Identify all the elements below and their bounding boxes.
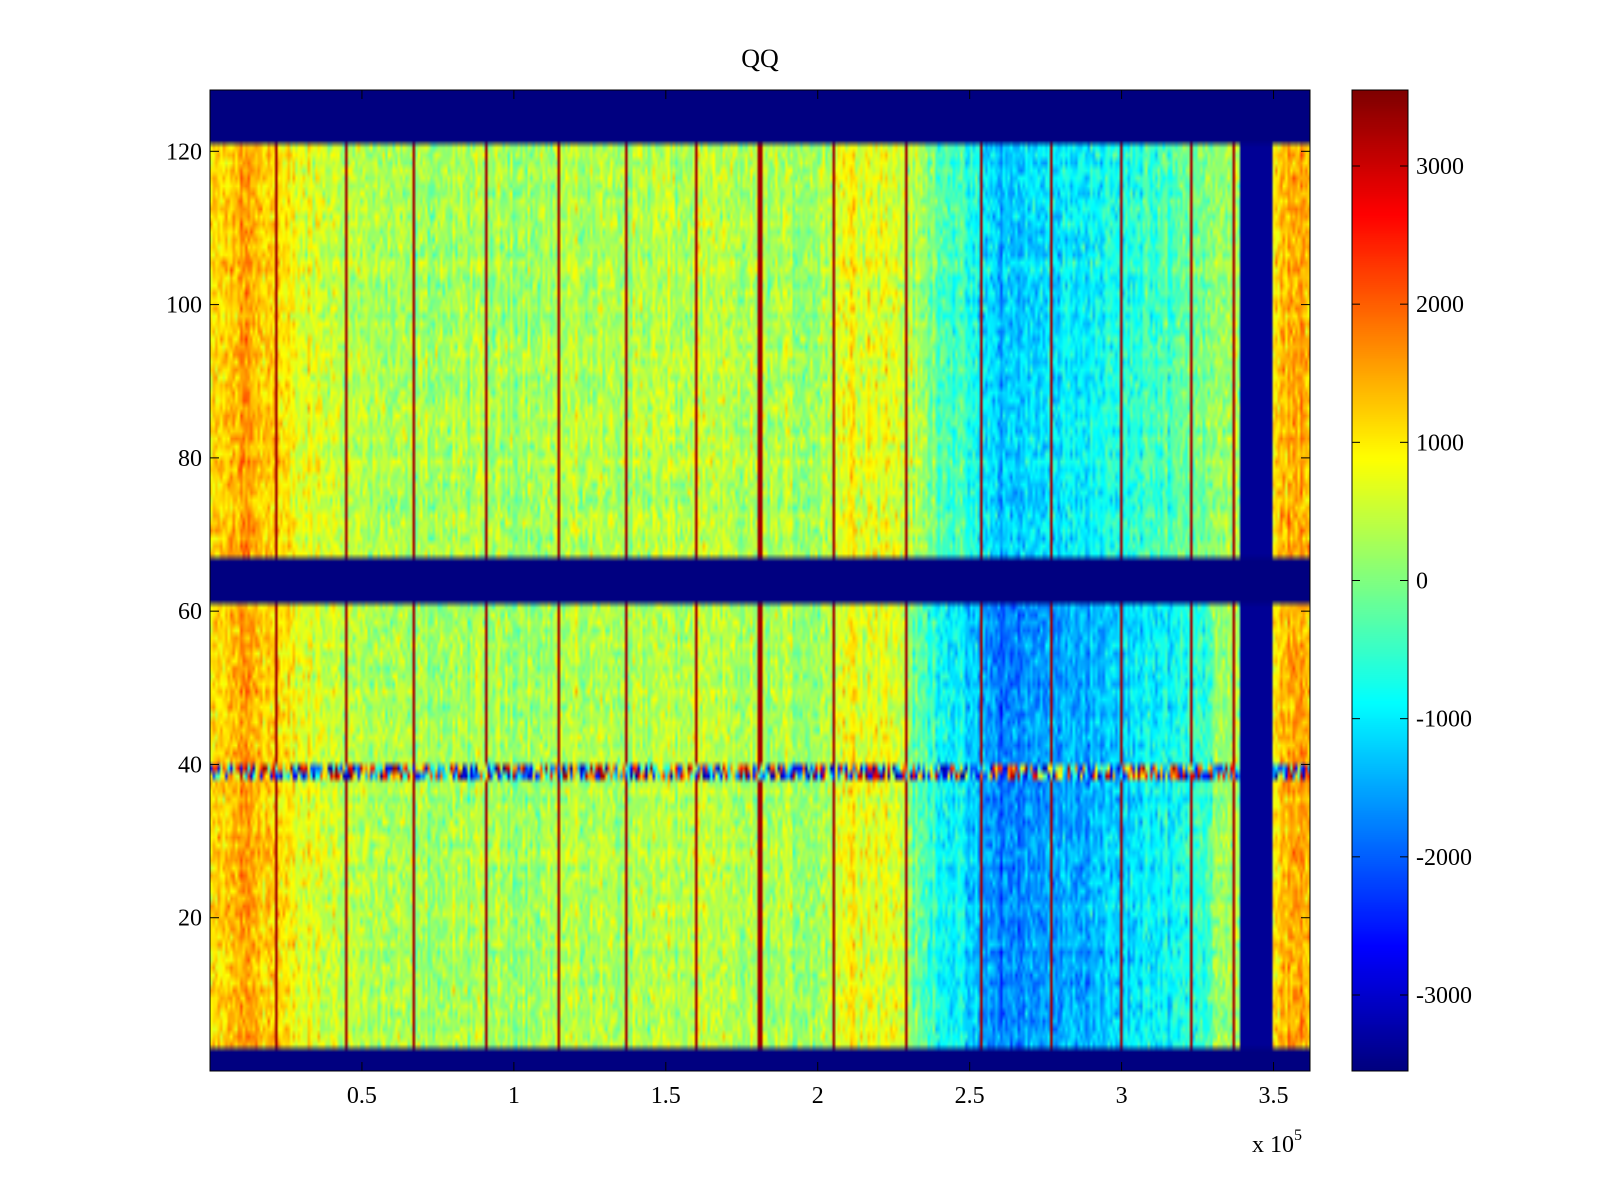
x-tick-label: 2 bbox=[812, 1083, 824, 1109]
x-tick-label: 2.5 bbox=[955, 1083, 985, 1109]
y-tick-label: 120 bbox=[166, 139, 202, 165]
heatmap-image bbox=[210, 90, 1310, 1071]
chart-title: QQ bbox=[741, 44, 779, 73]
colorbar-tick-label: -2000 bbox=[1416, 845, 1472, 871]
colorbar-tick-label: 1000 bbox=[1416, 430, 1464, 456]
x-axis: 0.5 1 1.5 2 2.5 3 3.5 bbox=[347, 90, 1289, 1109]
x-axis-exponent-base: x 10 bbox=[1252, 1132, 1294, 1158]
x-axis-exponent-label: x 105 bbox=[1252, 1127, 1302, 1158]
y-tick-label: 40 bbox=[178, 752, 202, 778]
y-tick-label: 60 bbox=[178, 599, 202, 625]
colorbar-tick-label: -1000 bbox=[1416, 707, 1472, 733]
x-axis-exponent-power: 5 bbox=[1294, 1127, 1302, 1144]
y-axis: 20 40 60 80 100 120 bbox=[166, 139, 1310, 932]
colorbar-tick-label: 3000 bbox=[1416, 154, 1464, 180]
x-tick-label: 3.5 bbox=[1259, 1083, 1289, 1109]
x-tick-label: 1.5 bbox=[651, 1083, 681, 1109]
colorbar-tick-label: 0 bbox=[1416, 569, 1428, 595]
colorbar-tick-label: -3000 bbox=[1416, 983, 1472, 1009]
y-tick-label: 100 bbox=[166, 293, 202, 319]
plot-frame bbox=[209, 89, 1311, 1072]
colorbar-axis: 3000 2000 1000 0 -1000 -2000 -3000 bbox=[1352, 154, 1472, 1009]
colorbar: 3000 2000 1000 0 -1000 -2000 -3000 bbox=[1351, 89, 1472, 1072]
y-tick-label: 80 bbox=[178, 446, 202, 472]
colorbar-tick-label: 2000 bbox=[1416, 292, 1464, 318]
x-tick-label: 1 bbox=[508, 1083, 520, 1109]
heatmap-plot-area: 20 40 60 80 100 120 0.5 1 1.5 2 2.5 3 3.5 bbox=[166, 89, 1311, 1109]
colorbar-frame bbox=[1351, 89, 1409, 1072]
x-tick-label: 3 bbox=[1116, 1083, 1128, 1109]
y-tick-label: 20 bbox=[178, 906, 202, 932]
x-tick-label: 0.5 bbox=[347, 1083, 377, 1109]
colorbar-image bbox=[1352, 90, 1408, 1071]
